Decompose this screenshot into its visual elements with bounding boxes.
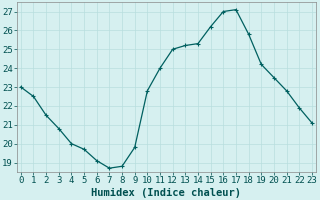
X-axis label: Humidex (Indice chaleur): Humidex (Indice chaleur) [91,188,241,198]
